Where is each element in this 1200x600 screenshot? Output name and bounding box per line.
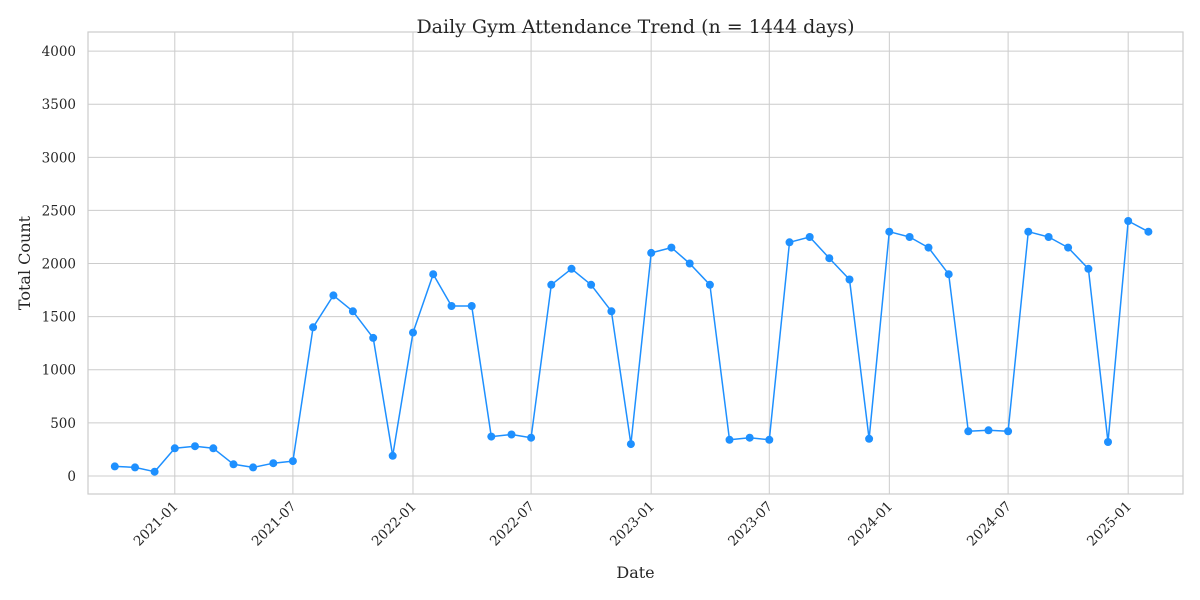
data-point: [944, 270, 953, 279]
y-tick-label: 0: [67, 469, 76, 485]
data-point: [587, 280, 596, 289]
data-point: [191, 442, 199, 451]
data-point: [705, 280, 714, 289]
plot-frame: [87, 31, 1184, 495]
data-point: [924, 243, 933, 252]
data-point: [626, 440, 635, 449]
data-point: [369, 333, 378, 342]
data-point: [429, 270, 438, 279]
series-layer: [110, 217, 1153, 476]
data-point: [667, 243, 676, 252]
data-point: [685, 259, 694, 268]
y-tick-label: 3000: [42, 150, 76, 166]
y-axis-label: Total Count: [15, 215, 34, 310]
data-point: [905, 233, 914, 241]
data-point: [150, 467, 159, 476]
x-axis-label: Date: [616, 563, 654, 582]
grid-layer: [88, 32, 1183, 494]
y-tick-label: 2500: [42, 203, 76, 219]
data-point: [845, 275, 854, 284]
data-point: [1084, 264, 1093, 273]
data-point: [447, 302, 456, 310]
data-point: [825, 254, 834, 263]
data-point: [1064, 243, 1073, 252]
data-point: [409, 328, 417, 337]
y-tick-label: 3500: [42, 97, 76, 113]
data-point: [885, 227, 894, 236]
data-point: [388, 451, 397, 460]
data-point: [1124, 217, 1133, 225]
data-point: [745, 433, 754, 442]
data-point: [1024, 227, 1033, 236]
data-point: [131, 463, 139, 472]
data-point: [209, 444, 218, 453]
y-tick-label: 1500: [42, 310, 76, 326]
data-point: [1104, 438, 1112, 446]
data-point: [329, 291, 338, 300]
data-point: [229, 460, 238, 469]
y-tick-labels: 0 500 1000 1500 2000 2500 3000 3500 4000: [42, 44, 76, 485]
data-point: [725, 435, 734, 444]
data-point: [507, 430, 516, 439]
data-point: [785, 238, 794, 247]
data-point: [110, 462, 119, 471]
data-point: [1044, 233, 1053, 241]
data-point: [547, 280, 556, 289]
data-point: [467, 302, 476, 310]
data-point: [309, 323, 318, 332]
data-point: [249, 463, 258, 472]
data-point: [1004, 427, 1013, 436]
data-point: [964, 427, 973, 436]
data-point: [607, 307, 616, 316]
chart-title: Daily Gym Attendance Trend (n = 1444 day…: [416, 16, 854, 38]
data-point: [269, 459, 278, 468]
y-tick-label: 1000: [42, 363, 76, 379]
data-point: [567, 264, 576, 273]
y-tick-label: 2000: [42, 257, 76, 273]
y-tick-label: 500: [50, 416, 76, 432]
y-tick-label: 4000: [42, 44, 76, 60]
data-point: [984, 426, 993, 435]
data-point: [288, 457, 297, 466]
data-point: [865, 434, 874, 443]
data-point: [527, 433, 536, 442]
data-point: [487, 432, 496, 441]
data-point: [805, 233, 814, 241]
data-point: [1144, 227, 1153, 236]
data-point: [647, 248, 656, 257]
data-point: [765, 435, 774, 444]
data-point: [170, 444, 179, 453]
data-point: [348, 307, 357, 316]
